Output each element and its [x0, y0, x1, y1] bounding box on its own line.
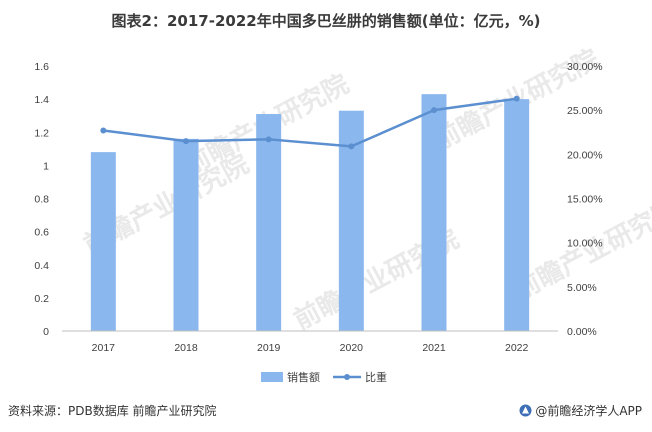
legend-line-marker: [344, 374, 350, 380]
y-tick-label: 0: [43, 326, 49, 338]
y-tick-label: 1: [43, 160, 49, 172]
line-point-2018: [183, 138, 189, 145]
line-point-2022: [513, 95, 520, 102]
y-tick-label: 1.4: [34, 94, 49, 106]
bar-2019: [256, 114, 282, 331]
y2-tick-label: 15.00%: [567, 194, 603, 206]
line-point-2021: [431, 107, 437, 114]
bar-2018: [173, 138, 199, 331]
x-tick-label: 2019: [257, 342, 281, 354]
x-tick-label: 2020: [340, 342, 364, 354]
chart-title: 图表2：2017-2022年中国多巴丝肼的销售额(单位：亿元，%): [111, 12, 541, 30]
y-tick-label: 0.4: [34, 260, 49, 272]
y-tick-label: 1.6: [34, 61, 49, 73]
legend-bar-label: 销售额: [287, 370, 320, 384]
line-point-2019: [265, 136, 272, 143]
x-tick-label: 2022: [505, 342, 529, 354]
legend-bar-swatch: [261, 372, 283, 382]
legend-line-label: 比重: [365, 370, 387, 384]
y2-tick-label: 30.00%: [567, 61, 603, 73]
y2-tick-label: 0.00%: [567, 326, 597, 338]
y-tick-label: 0.6: [34, 227, 49, 239]
line-point-2017: [100, 127, 107, 134]
y2-tick-label: 20.00%: [567, 149, 603, 161]
line-point-2020: [348, 143, 355, 150]
y-tick-label: 1.2: [34, 127, 49, 139]
x-tick-label: 2021: [422, 342, 446, 354]
y-tick-label: 0.8: [34, 194, 49, 206]
y2-tick-label: 25.00%: [567, 105, 603, 117]
brand-credit: @前瞻经济学人APP: [519, 402, 642, 419]
y2-tick-label: 5.00%: [567, 282, 597, 294]
source-note: 资料来源：PDB数据库 前瞻产业研究院: [8, 404, 217, 418]
bar-2017: [90, 152, 116, 331]
y2-tick-label: 10.00%: [567, 238, 603, 250]
bar-2021: [421, 94, 447, 331]
y-tick-label: 0.2: [34, 293, 49, 305]
line-series-bizhong: [103, 97, 517, 148]
bar-2022: [504, 99, 530, 331]
brand-credit-text: @前瞻经济学人APP: [535, 404, 642, 418]
x-tick-label: 2018: [174, 342, 198, 354]
brand-logo-icon: [519, 404, 532, 417]
x-tick-label: 2017: [92, 342, 116, 354]
